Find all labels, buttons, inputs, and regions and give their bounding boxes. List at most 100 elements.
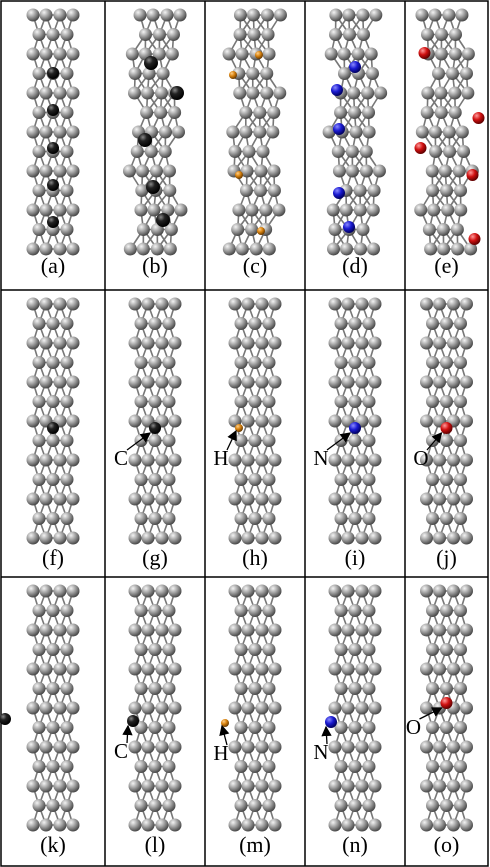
atom — [420, 585, 433, 598]
panel: (k) — [0, 585, 80, 858]
atom — [354, 184, 367, 197]
atom — [269, 624, 282, 637]
atom — [263, 760, 276, 773]
atom — [454, 799, 467, 812]
atom — [54, 204, 67, 217]
atom — [329, 337, 342, 350]
atom — [420, 337, 433, 350]
atom — [229, 702, 242, 715]
dopant-atom — [419, 47, 431, 59]
atom — [460, 532, 473, 545]
dopant-atom — [170, 86, 184, 100]
dopant-atom — [415, 142, 427, 154]
atom — [329, 741, 342, 754]
atom — [61, 512, 74, 525]
atom — [242, 454, 255, 467]
atom — [135, 356, 148, 369]
dopant-atom — [349, 422, 361, 434]
atom — [349, 473, 362, 486]
atom — [343, 28, 356, 41]
atom — [360, 165, 373, 178]
atom — [340, 204, 353, 217]
atom — [269, 454, 282, 467]
atom — [363, 760, 376, 773]
atom — [142, 663, 155, 676]
atom — [61, 317, 74, 330]
atom — [447, 454, 460, 467]
atom — [426, 184, 439, 197]
atom — [67, 585, 80, 598]
atom — [256, 337, 269, 350]
atom — [333, 165, 346, 178]
figure: (a)(b)(c)(d)(e)(f)C(g)H(h)N(i)O(j)(k)C(l… — [0, 0, 490, 867]
atom — [335, 760, 348, 773]
atom — [229, 819, 242, 832]
atom — [245, 223, 258, 236]
atom — [446, 67, 459, 80]
atom — [169, 663, 182, 676]
atom — [335, 395, 348, 408]
atom — [40, 9, 53, 22]
atom — [242, 493, 255, 506]
panel: N(n) — [313, 585, 381, 858]
atom — [426, 643, 439, 656]
atom — [242, 337, 255, 350]
atom — [349, 643, 362, 656]
atom — [335, 356, 348, 369]
atom — [342, 663, 355, 676]
dopant-atom — [325, 716, 337, 728]
dopant-atom — [47, 142, 59, 154]
atom — [454, 317, 467, 330]
atom — [156, 819, 169, 832]
atom — [433, 493, 446, 506]
atom — [329, 9, 342, 22]
atom — [231, 223, 244, 236]
atom — [229, 741, 242, 754]
atom — [67, 532, 80, 545]
atom — [329, 298, 342, 311]
atom — [457, 145, 470, 158]
atom — [67, 298, 80, 311]
atom — [367, 204, 380, 217]
atom — [256, 780, 269, 793]
atom — [349, 317, 362, 330]
atom — [33, 604, 46, 617]
atom — [369, 415, 382, 428]
atom — [249, 721, 262, 734]
atom — [242, 819, 255, 832]
atom — [440, 682, 453, 695]
atom — [329, 702, 342, 715]
atom — [142, 585, 155, 598]
atom — [421, 28, 434, 41]
atom — [338, 67, 351, 80]
dopant-atom — [229, 71, 237, 79]
atom — [356, 376, 369, 389]
atom — [426, 473, 439, 486]
atom — [142, 780, 155, 793]
atom — [363, 126, 376, 139]
atom — [33, 799, 46, 812]
atom — [356, 780, 369, 793]
atom — [169, 741, 182, 754]
atom — [147, 204, 160, 217]
atom — [420, 780, 433, 793]
atom — [363, 434, 376, 447]
atom — [129, 298, 142, 311]
atom — [47, 512, 60, 525]
atom — [61, 184, 74, 197]
atom — [156, 624, 169, 637]
atom — [460, 415, 473, 428]
atom — [33, 682, 46, 695]
atom — [426, 356, 439, 369]
atom — [169, 298, 182, 311]
atom — [369, 376, 382, 389]
atom — [434, 87, 447, 100]
atom — [149, 682, 162, 695]
atom — [334, 106, 347, 119]
atom — [40, 624, 53, 637]
atom — [129, 741, 142, 754]
atom — [369, 663, 382, 676]
atom — [141, 87, 154, 100]
atom — [420, 624, 433, 637]
atom — [249, 799, 262, 812]
